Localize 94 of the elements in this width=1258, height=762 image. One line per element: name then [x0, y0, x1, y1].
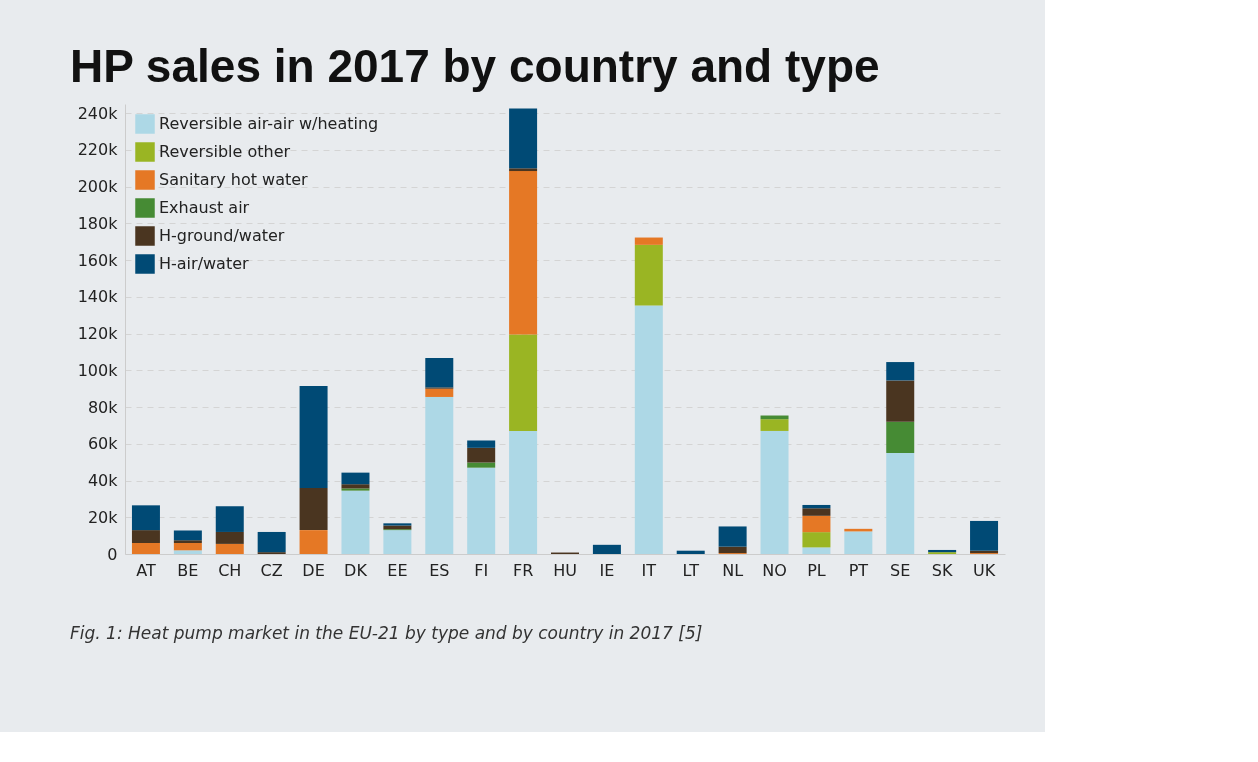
- caption: Fig. 1: Heat pump market in the EU-21 by type and by country in 2017 [5]: [70, 623, 703, 643]
- bar: [760, 430, 789, 554]
- bar: [886, 421, 915, 453]
- y-tick-label: 160k: [77, 250, 119, 270]
- bar: [215, 506, 244, 532]
- bar: [634, 305, 663, 554]
- x-tick-label: SK: [931, 560, 953, 580]
- bar: [509, 430, 538, 554]
- y-tick-label: 80k: [87, 397, 119, 417]
- y-tick-label: 140k: [77, 287, 119, 307]
- bar: [467, 462, 496, 468]
- bar: [886, 380, 915, 422]
- bar: [467, 467, 496, 554]
- bar: [425, 396, 454, 554]
- bar: [886, 452, 915, 554]
- legend-label: Reversible other: [159, 142, 291, 161]
- y-tick-label: 180k: [77, 213, 119, 233]
- bar: [509, 168, 538, 172]
- x-tick-label: ES: [429, 560, 450, 580]
- x-tick-label: LT: [682, 560, 700, 580]
- y-tick-label: 220k: [77, 140, 119, 160]
- bar: [509, 334, 538, 431]
- bar: [173, 550, 202, 554]
- bar: [467, 440, 496, 448]
- bar: [886, 362, 915, 381]
- chart-title: HP sales in 2017 by country and type: [70, 40, 880, 92]
- bar: [718, 546, 747, 554]
- bar: [215, 543, 244, 554]
- bar: [802, 532, 831, 548]
- y-tick-label: 40k: [87, 471, 119, 491]
- bar: [425, 388, 454, 397]
- bar: [383, 530, 412, 554]
- bar: [592, 544, 621, 554]
- y-tick-label: 20k: [87, 507, 119, 527]
- legend-label: H-ground/water: [159, 226, 285, 245]
- y-tick-label: 240k: [77, 103, 119, 123]
- bar: [383, 523, 412, 526]
- bar: [299, 487, 328, 531]
- y-tick-label: 60k: [87, 434, 119, 454]
- bar: [970, 520, 999, 551]
- bar: [802, 515, 831, 533]
- x-tick-label: HU: [553, 560, 577, 580]
- bar: [257, 531, 286, 553]
- x-tick-label: IT: [641, 560, 657, 580]
- legend-label: Sanitary hot water: [159, 170, 309, 189]
- x-tick-label: CZ: [260, 560, 283, 580]
- bar: [173, 540, 202, 543]
- y-tick-label: 120k: [77, 324, 119, 344]
- bar: [341, 490, 370, 554]
- bar: [802, 508, 831, 516]
- x-tick-label: UK: [972, 560, 996, 580]
- bar: [634, 237, 663, 245]
- bar: [341, 484, 370, 489]
- legend-label: Reversible air-air w/heating: [159, 114, 379, 133]
- x-tick-label: SE: [890, 560, 911, 580]
- bar: [173, 530, 202, 541]
- x-tick-label: BE: [177, 560, 199, 580]
- x-tick-label: IE: [599, 560, 615, 580]
- bar: [718, 526, 747, 547]
- bar: [341, 488, 370, 491]
- bar: [760, 419, 789, 431]
- x-tick-label: FI: [474, 560, 489, 580]
- bar: [173, 542, 202, 551]
- bar: [215, 531, 244, 544]
- x-tick-label: DE: [302, 560, 325, 580]
- y-tick-label: 100k: [77, 360, 119, 380]
- bar: [676, 550, 705, 554]
- x-tick-label: PT: [848, 560, 869, 580]
- bar: [844, 531, 873, 554]
- bar: [634, 244, 663, 306]
- bar: [509, 108, 538, 169]
- y-tick-label: 200k: [77, 177, 119, 197]
- bar: [131, 542, 160, 554]
- bar: [509, 171, 538, 335]
- bar: [131, 530, 160, 543]
- bar: [802, 547, 831, 554]
- bar: [341, 472, 370, 485]
- x-tick-label: FR: [512, 560, 534, 580]
- x-tick-label: NO: [762, 560, 787, 580]
- x-tick-label: DK: [344, 560, 368, 580]
- x-tick-label: PL: [807, 560, 826, 580]
- x-tick-label: AT: [136, 560, 156, 580]
- bar: [802, 504, 831, 509]
- legend-label: Exhaust air: [159, 198, 250, 217]
- x-tick-label: EE: [387, 560, 408, 580]
- bar: [131, 505, 160, 531]
- x-tick-label: CH: [218, 560, 242, 580]
- bar: [467, 447, 496, 463]
- bar: [299, 385, 328, 488]
- y-tick-label: 0: [107, 544, 118, 564]
- legend-label: H-air/water: [159, 254, 250, 273]
- bar: [299, 530, 328, 554]
- x-tick-label: NL: [722, 560, 744, 580]
- bar: [425, 358, 454, 388]
